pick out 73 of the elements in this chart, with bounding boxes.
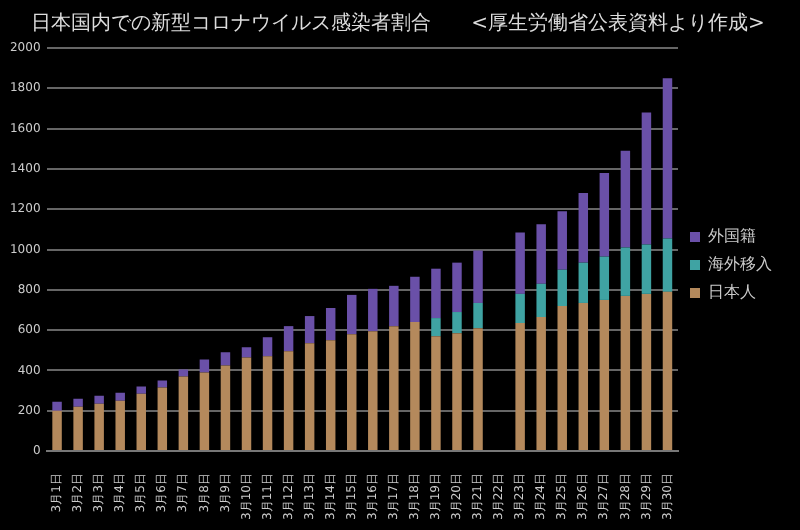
bar bbox=[157, 387, 168, 451]
bar bbox=[599, 172, 610, 257]
bar bbox=[136, 393, 146, 451]
bar bbox=[662, 291, 673, 451]
bar bbox=[241, 357, 252, 451]
bar bbox=[620, 295, 631, 451]
bar bbox=[304, 316, 315, 344]
bar bbox=[52, 401, 62, 411]
bar bbox=[599, 299, 610, 451]
bar bbox=[283, 351, 294, 451]
bar bbox=[515, 323, 525, 451]
bar bbox=[473, 302, 483, 329]
bar bbox=[431, 318, 441, 337]
bar bbox=[473, 250, 483, 303]
bar bbox=[325, 340, 336, 451]
bar bbox=[662, 78, 673, 239]
bar bbox=[578, 302, 589, 451]
bar bbox=[73, 406, 83, 451]
bar bbox=[136, 386, 146, 394]
bar bbox=[241, 347, 252, 358]
bar bbox=[620, 150, 631, 248]
bar bbox=[389, 326, 399, 451]
bar bbox=[115, 400, 125, 451]
legend-label: 日本人 bbox=[708, 283, 756, 302]
bar bbox=[368, 331, 378, 451]
bar bbox=[283, 326, 294, 352]
bar bbox=[304, 343, 315, 451]
bar bbox=[536, 224, 546, 284]
bar bbox=[199, 359, 210, 373]
bar bbox=[641, 244, 652, 294]
bar bbox=[178, 369, 189, 377]
bar bbox=[431, 268, 441, 319]
bar bbox=[557, 269, 567, 306]
bar bbox=[452, 333, 462, 451]
bar bbox=[473, 328, 483, 451]
bar bbox=[578, 193, 589, 263]
bar bbox=[641, 293, 652, 451]
bar bbox=[389, 285, 399, 327]
bar bbox=[641, 112, 652, 245]
bar bbox=[368, 288, 378, 332]
legend-label: 外国籍 bbox=[708, 227, 756, 246]
bar bbox=[157, 380, 168, 388]
bar bbox=[262, 337, 273, 357]
bar bbox=[115, 392, 125, 401]
bar bbox=[515, 232, 525, 294]
bar bbox=[220, 365, 231, 451]
bar bbox=[620, 247, 631, 296]
bar bbox=[94, 403, 104, 451]
bar bbox=[557, 305, 567, 451]
bar bbox=[347, 294, 357, 335]
bar bbox=[94, 395, 104, 404]
bar bbox=[73, 398, 83, 407]
bar bbox=[536, 283, 546, 318]
legend-label: 海外移入 bbox=[708, 255, 772, 274]
bar bbox=[599, 256, 610, 300]
bar bbox=[578, 262, 589, 303]
bar bbox=[431, 336, 441, 451]
bar bbox=[662, 238, 673, 292]
bar bbox=[199, 372, 210, 451]
bar bbox=[452, 262, 462, 313]
bar bbox=[515, 293, 525, 324]
bar bbox=[557, 211, 567, 270]
bar bbox=[452, 312, 462, 334]
bar bbox=[410, 276, 420, 323]
chart-title: 日本国内での新型コロナウイルス感染者割合 <厚生労働省公表資料より作成> bbox=[31, 11, 765, 36]
bar bbox=[325, 308, 336, 341]
bar bbox=[410, 322, 420, 451]
bar bbox=[347, 334, 357, 451]
bar bbox=[178, 376, 189, 451]
bar bbox=[52, 410, 62, 451]
bar bbox=[262, 356, 273, 451]
bar bbox=[220, 352, 231, 366]
bar bbox=[536, 317, 546, 451]
